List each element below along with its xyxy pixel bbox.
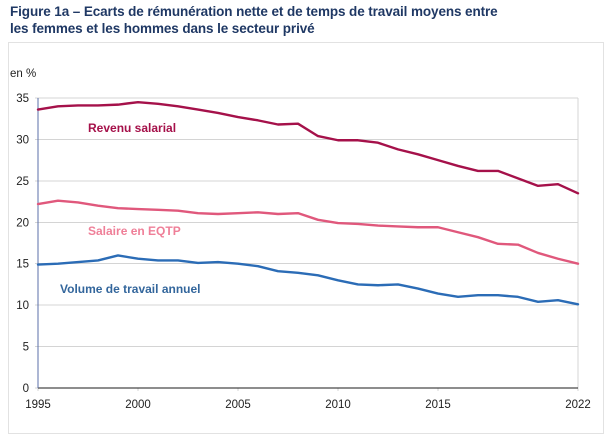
series-line-2 — [36, 254, 580, 306]
x-axis-tick-label: 2000 — [125, 399, 151, 411]
series-label-2: Volume de travail annuel — [60, 282, 200, 296]
y-axis-tick-label: 35 — [16, 93, 29, 105]
series-line-1 — [36, 199, 580, 265]
y-axis-tick-label: 30 — [16, 134, 29, 146]
figure-title: Figure 1a – Ecarts de rémunération nette… — [10, 3, 609, 38]
y-axis-ticks-group: 0 5 10 15 20 25 30 35 — [16, 93, 38, 395]
y-axis-tick-label: 20 — [16, 217, 29, 229]
series-line-0 — [36, 100, 580, 195]
y-axis-tick-label: 0 — [23, 383, 29, 395]
data-series-group — [36, 100, 580, 306]
x-axis-tick-label: 2005 — [225, 399, 251, 411]
y-axis-tick-label: 5 — [23, 342, 29, 354]
gridlines-group — [38, 97, 578, 348]
x-axis-tick-label: 1995 — [25, 399, 51, 411]
x-axis-tick-label: 2022 — [565, 399, 591, 411]
x-axis-tick-label: 2010 — [325, 399, 351, 411]
y-axis-tick-label: 15 — [16, 259, 29, 271]
series-label-0: Revenu salarial — [88, 121, 176, 135]
series-labels-group: Revenu salarial Salaire en EQTP Volume de … — [60, 121, 200, 296]
y-axis-tick-label: 10 — [16, 300, 29, 312]
y-axis-unit-label: en % — [10, 68, 37, 80]
y-axis-tick-label: 25 — [16, 176, 29, 188]
series-label-1: Salaire en EQTP — [88, 224, 181, 238]
x-axis-tick-label: 2015 — [425, 399, 451, 411]
plot-frame-group — [37, 97, 579, 389]
figure-title-line-1: Figure 1a – Ecarts de rémunération nette… — [10, 4, 498, 19]
x-axis-ticks-group: 1995 2000 2005 2010 2015 2022 — [25, 388, 591, 411]
chart-panel — [8, 42, 604, 434]
figure-title-line-2: les femmes et les hommes dans le secteur… — [10, 21, 315, 37]
